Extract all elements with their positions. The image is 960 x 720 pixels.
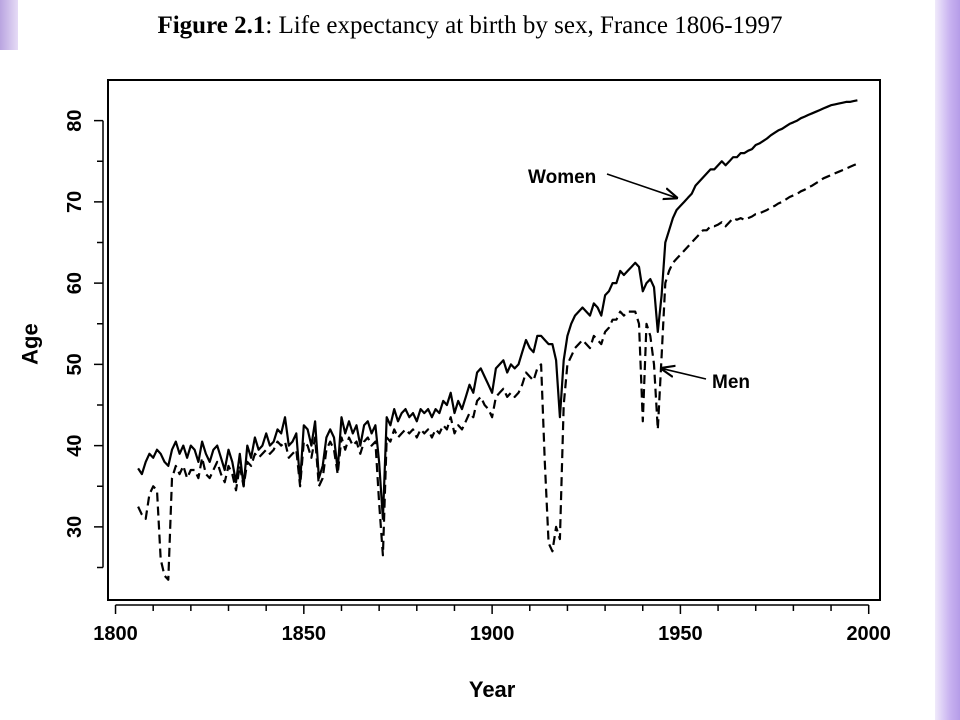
x-tick-label: 1800 — [93, 623, 138, 645]
annotation-arrow-men — [662, 368, 707, 380]
annotation-arrow-women — [606, 173, 677, 198]
figure-caption-text: : Life expectancy at birth by sex, Franc… — [265, 12, 783, 39]
x-tick-label: 1950 — [658, 623, 703, 645]
plot-frame-layer — [107, 79, 881, 601]
y-tick-label: 40 — [64, 435, 86, 457]
figure-caption: Figure 2.1: Life expectancy at birth by … — [0, 12, 940, 40]
y-axis-title: Age — [18, 323, 43, 365]
y-tick-label: 50 — [64, 353, 86, 375]
x-axis-title: Year — [469, 677, 516, 702]
y-tick-label: 60 — [64, 272, 86, 294]
left-decorative-band — [0, 0, 18, 50]
right-decorative-band — [935, 0, 960, 720]
x-tick-label: 1900 — [470, 623, 515, 645]
series-layer — [137, 99, 858, 581]
annotations-layer: Women Men — [528, 167, 750, 393]
annotation-label-men: Men — [712, 372, 750, 393]
y-tick-label: 80 — [64, 110, 86, 132]
axes-layer: 1800 1850 1900 1950 2000 30 40 50 60 70 80 Year Age — [18, 110, 891, 703]
annotation-label-women: Women — [528, 167, 596, 188]
x-tick-label: 2000 — [846, 623, 891, 645]
life-expectancy-chart: 1800 1850 1900 1950 2000304050607080YearAge … — [18, 79, 891, 703]
plot-frame — [107, 79, 881, 601]
figure-number: Figure 2.1 — [157, 12, 266, 39]
y-tick-label: 70 — [64, 191, 86, 213]
x-tick-label: 1850 — [282, 623, 327, 645]
series-line-women — [137, 99, 858, 520]
y-tick-label: 30 — [64, 516, 86, 538]
series-line-men — [137, 162, 858, 581]
